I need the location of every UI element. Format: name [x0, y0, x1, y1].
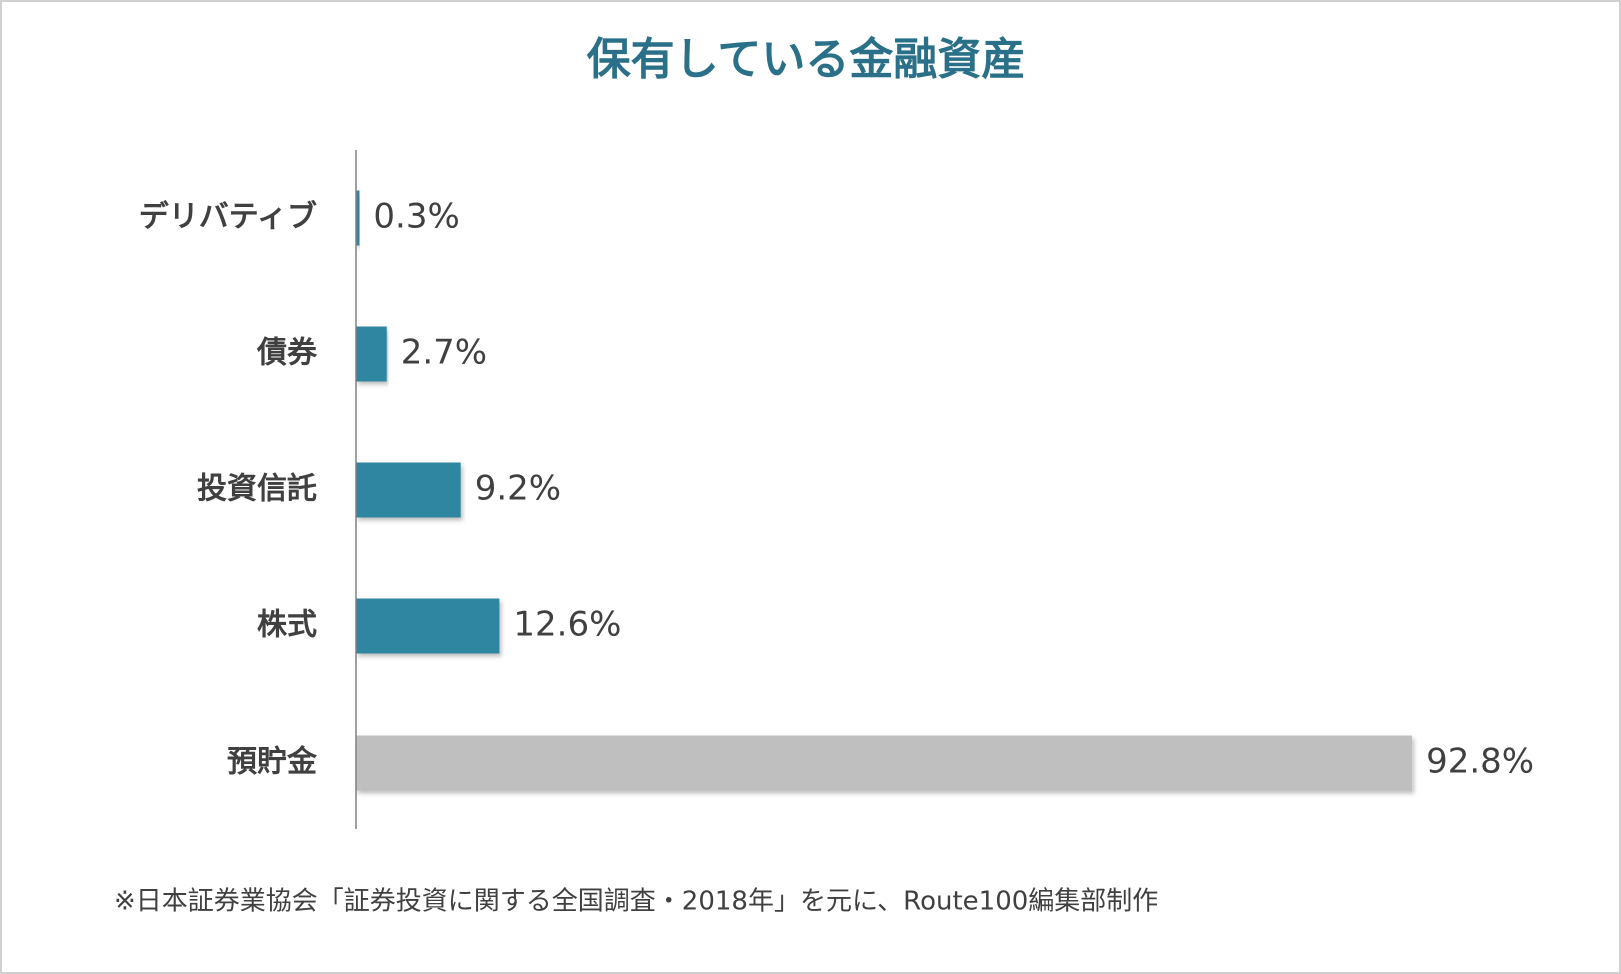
bar [356, 326, 387, 382]
value-label: 12.6% [513, 605, 621, 645]
source-note: ※日本証券業協会「証券投資に関する全国調査・2018年」を元に、Route100… [114, 887, 1158, 917]
value-label: 92.8% [1426, 742, 1534, 782]
value-label: 0.3% [373, 197, 459, 237]
category-label: 投資信託 [197, 472, 317, 507]
value-label: 2.7% [401, 333, 487, 373]
bar [356, 462, 461, 518]
bar [356, 735, 1413, 791]
bar [356, 598, 500, 654]
chart-title: 保有している金融資産 [587, 34, 1026, 85]
category-label: デリバティブ [139, 200, 317, 235]
category-label: 預貯金 [227, 745, 318, 780]
category-label: 債券 [256, 336, 318, 371]
category-label: 株式 [257, 608, 317, 643]
bar [356, 190, 360, 246]
value-label: 9.2% [475, 469, 561, 509]
